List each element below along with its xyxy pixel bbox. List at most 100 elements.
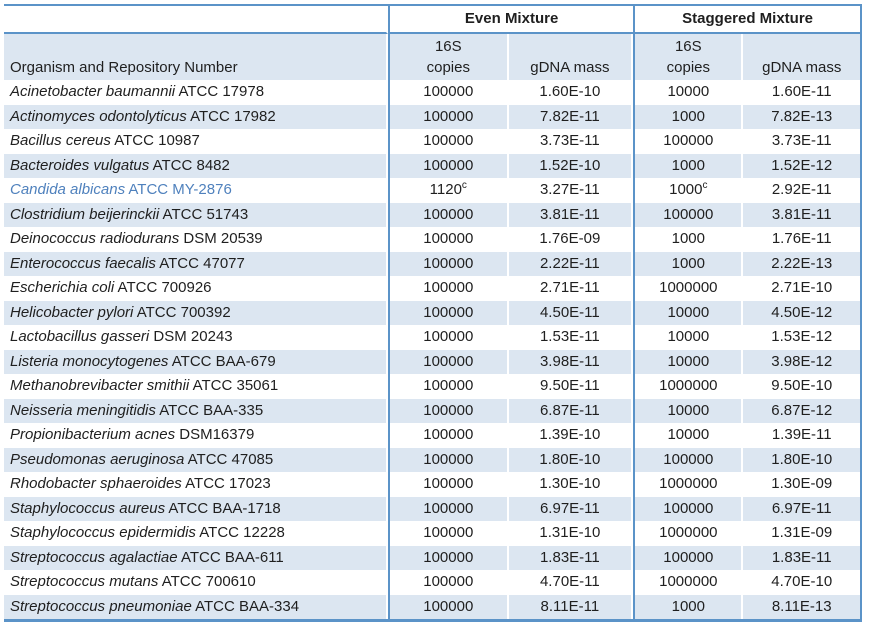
staggered-copies-value: 1000 <box>671 230 705 247</box>
even-16s-copies-cell: 100000 <box>388 545 507 570</box>
organism-name: Propionibacterium acnes <box>10 426 176 443</box>
even-copies-value: 100000 <box>423 499 474 517</box>
organism-name: Neisseria meningitidis <box>10 401 156 419</box>
repository-number: ATCC BAA-1718 <box>165 499 281 517</box>
repository-number: ATCC BAA-611 <box>177 548 284 566</box>
organism-name: Helicobacter pylori <box>10 303 134 321</box>
even-16s-copies-cell: 100000 <box>388 251 507 276</box>
repository-number: ATCC 8482 <box>149 156 230 174</box>
organism-cell: Streptococcus mutans ATCC 700610 <box>4 570 389 595</box>
table-row: Propionibacterium acnes DSM16379 100000 … <box>4 423 862 448</box>
organism-name: Listeria monocytogenes <box>10 352 169 370</box>
staggered-gdna-mass-cell: 7.82E-13 <box>741 104 862 129</box>
even-gdna-mass-cell: 1.53E-11 <box>506 325 634 350</box>
staggered-16s-copies-cell: 1000 <box>633 251 742 276</box>
table-row: Bacillus cereus ATCC 10987 100000 3.73E-… <box>4 129 862 154</box>
repository-number: ATCC 51743 <box>159 205 249 223</box>
column-header-organism: Organism and Repository Number <box>4 34 389 80</box>
even-copies-value: 100000 <box>423 303 474 321</box>
even-copies-value: 100000 <box>423 205 474 223</box>
organism-name: Rhodobacter sphaeroides <box>10 475 182 492</box>
table-row: Bacteroides vulgatus ATCC 8482 100000 1.… <box>4 153 862 178</box>
staggered-gdna-mass-cell: 4.50E-12 <box>741 300 862 325</box>
header-copies-label: copies <box>666 59 710 76</box>
staggered-16s-copies-cell: 10000 <box>633 349 742 374</box>
header-16s-label: 16S <box>674 38 702 55</box>
staggered-copies-value: 10000 <box>667 401 710 419</box>
even-gdna-mass-cell: 1.80E-10 <box>506 447 634 472</box>
staggered-gdna-mass-cell: 2.71E-10 <box>741 276 862 301</box>
even-copies-value: 1120 <box>429 181 462 198</box>
group-header-even-mixture: Even Mixture <box>388 6 634 34</box>
organism-name: Bacillus cereus <box>10 132 111 149</box>
even-gdna-mass-cell: 3.81E-11 <box>506 202 634 227</box>
repository-number: ATCC 17978 <box>175 83 265 100</box>
organism-name: Pseudomonas aeruginosa <box>10 450 185 468</box>
organism-name: Enterococcus faecalis <box>10 254 156 272</box>
even-16s-copies-cell: 100000 <box>388 349 507 374</box>
staggered-gdna-mass-cell: 2.92E-11 <box>741 178 862 203</box>
staggered-copies-value: 10000 <box>667 426 710 443</box>
table-header: Even Mixture Staggered Mixture Organism … <box>4 6 862 80</box>
organism-cell: Escherichia coli ATCC 700926 <box>4 276 389 301</box>
even-16s-copies-cell: 100000 <box>388 521 507 546</box>
organism-cell: Neisseria meningitidis ATCC BAA-335 <box>4 398 389 423</box>
repository-number: ATCC 700926 <box>114 279 212 296</box>
repository-number: ATCC 47085 <box>184 450 274 468</box>
even-16s-copies-cell: 100000 <box>388 570 507 595</box>
repository-number: ATCC 12228 <box>195 524 285 541</box>
even-copies-value: 100000 <box>423 279 474 296</box>
staggered-gdna-mass-cell: 2.22E-13 <box>741 251 862 276</box>
organism-cell: Deinococcus radiodurans DSM 20539 <box>4 227 389 252</box>
table-row: Staphylococcus epidermidis ATCC 12228 10… <box>4 521 862 546</box>
even-copies-value: 100000 <box>423 401 474 419</box>
organism-name: Escherichia coli <box>10 279 115 296</box>
table-row: Methanobrevibacter smithii ATCC 35061 10… <box>4 374 862 399</box>
even-gdna-mass-cell: 6.87E-11 <box>506 398 634 423</box>
organism-name: Actinomyces odontolyticus <box>10 107 187 125</box>
staggered-gdna-mass-cell: 1.60E-11 <box>741 80 862 105</box>
even-16s-copies-cell: 100000 <box>388 80 507 105</box>
staggered-16s-copies-cell: 1000000 <box>633 521 742 546</box>
staggered-copies-value: 10000 <box>667 328 710 345</box>
even-gdna-mass-cell: 1.76E-09 <box>506 227 634 252</box>
staggered-copies-value: 1000 <box>671 107 705 125</box>
organism-cell: Lactobacillus gasseri DSM 20243 <box>4 325 389 350</box>
table-row: Pseudomonas aeruginosa ATCC 47085 100000… <box>4 447 862 472</box>
even-copies-value: 100000 <box>423 328 474 345</box>
even-16s-copies-cell: 100000 <box>388 325 507 350</box>
staggered-16s-copies-cell: 10000 <box>633 423 742 448</box>
organism-name: Clostridium beijerinckii <box>10 205 160 223</box>
staggered-copies-value: 1000000 <box>659 377 718 394</box>
even-16s-copies-cell: 100000 <box>388 202 507 227</box>
even-16s-copies-cell: 100000 <box>388 374 507 399</box>
staggered-gdna-mass-cell: 1.39E-11 <box>741 423 862 448</box>
staggered-gdna-mass-cell: 1.76E-11 <box>741 227 862 252</box>
table-row: Lactobacillus gasseri DSM 20243 100000 1… <box>4 325 862 350</box>
staggered-gdna-mass-cell: 3.81E-11 <box>741 202 862 227</box>
table-row: Helicobacter pylori ATCC 700392 100000 4… <box>4 300 862 325</box>
organism-name: Bacteroides vulgatus <box>10 156 150 174</box>
table-row: Streptococcus mutans ATCC 700610 100000 … <box>4 570 862 595</box>
staggered-16s-copies-cell: 100000 <box>633 496 742 521</box>
staggered-copies-value: 1000000 <box>659 279 718 296</box>
column-header-staggered-16s-copies: 16S copies <box>633 34 742 80</box>
staggered-16s-copies-cell: 1000000 <box>633 570 742 595</box>
staggered-copies-value: 10000 <box>667 352 710 370</box>
organism-cell: Bacillus cereus ATCC 10987 <box>4 129 389 154</box>
even-gdna-mass-cell: 3.98E-11 <box>506 349 634 374</box>
repository-number: ATCC 17023 <box>181 475 271 492</box>
organism-name: Staphylococcus epidermidis <box>10 524 196 541</box>
staggered-gdna-mass-cell: 9.50E-10 <box>741 374 862 399</box>
table-row: Staphylococcus aureus ATCC BAA-1718 1000… <box>4 496 862 521</box>
table-row: Actinomyces odontolyticus ATCC 17982 100… <box>4 104 862 129</box>
staggered-gdna-mass-cell: 1.31E-09 <box>741 521 862 546</box>
staggered-16s-copies-cell: 1000000 <box>633 472 742 497</box>
even-gdna-mass-cell: 1.83E-11 <box>506 545 634 570</box>
even-16s-copies-cell: 100000 <box>388 447 507 472</box>
staggered-16s-copies-cell: 100000 <box>633 202 742 227</box>
staggered-16s-copies-cell: 1000 <box>633 153 742 178</box>
even-gdna-mass-cell: 6.97E-11 <box>506 496 634 521</box>
mock-community-table: Even Mixture Staggered Mixture Organism … <box>4 4 862 622</box>
